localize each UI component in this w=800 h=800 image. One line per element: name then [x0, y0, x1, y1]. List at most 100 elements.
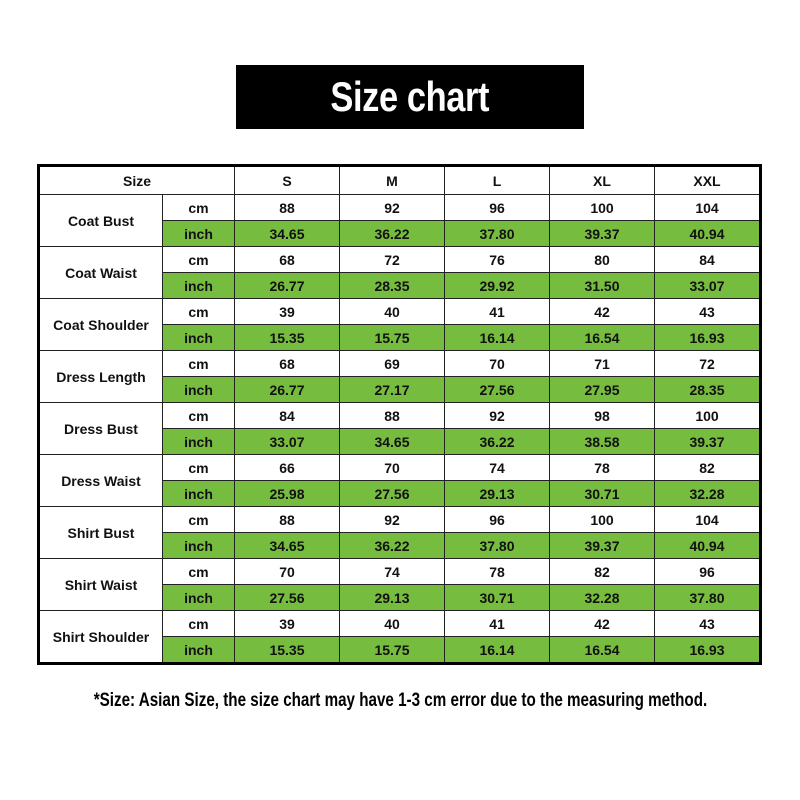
measurement-label: Dress Bust	[38, 402, 163, 455]
table-cell: 39.37	[549, 532, 655, 559]
table-cell: 38.58	[549, 428, 655, 455]
table-cell: 26.77	[234, 376, 340, 403]
measurement-label: Shirt Shoulder	[38, 610, 163, 664]
table-cell: 74	[444, 454, 550, 481]
table-cell: 27.17	[339, 376, 445, 403]
table-cell: 82	[549, 558, 655, 585]
table-cell: 27.56	[234, 584, 340, 611]
table-cell: 68	[234, 350, 340, 377]
unit-label: cm	[162, 558, 235, 585]
table-cell: 29.92	[444, 272, 550, 299]
table-cell: 33.07	[654, 272, 761, 299]
table-cell: 31.50	[549, 272, 655, 299]
table-cell: 37.80	[654, 584, 761, 611]
table-row-cm: Coat Waist cm 68 72 76 80 84	[38, 246, 761, 299]
table-row-cm: Dress Bust cm 84 88 92 98 100	[38, 402, 761, 455]
table-cell: 71	[549, 350, 655, 377]
table-cell: 84	[654, 246, 761, 273]
unit-label: inch	[162, 532, 235, 559]
table-cell: 30.71	[549, 480, 655, 507]
table-cell: 28.35	[654, 376, 761, 403]
table-cell: 98	[549, 402, 655, 429]
table-cell: 41	[444, 298, 550, 325]
unit-label: cm	[162, 194, 235, 221]
table-cell: 40	[339, 610, 445, 637]
table-cell: 92	[444, 402, 550, 429]
measurement-label: Dress Length	[38, 350, 163, 403]
table-cell: 40.94	[654, 220, 761, 247]
unit-label: inch	[162, 272, 235, 299]
table-cell: 39	[234, 298, 340, 325]
table-cell: 39.37	[549, 220, 655, 247]
table-row-inch: inch 15.35 15.75 16.14 16.54 16.93	[39, 636, 761, 664]
table-cell: 16.54	[549, 636, 655, 664]
table-cell: 104	[654, 194, 761, 221]
table-cell: 36.22	[444, 428, 550, 455]
table-cell: 16.14	[444, 636, 550, 664]
unit-label: cm	[162, 246, 235, 273]
table-cell: 82	[654, 454, 761, 481]
table-cell: 32.28	[549, 584, 655, 611]
table-cell: 33.07	[234, 428, 340, 455]
table-cell: 32.28	[654, 480, 761, 507]
table-cell: 36.22	[339, 220, 445, 247]
table-cell: 100	[654, 402, 761, 429]
table-cell: 70	[339, 454, 445, 481]
table-cell: 37.80	[444, 220, 550, 247]
table-cell: 70	[234, 558, 340, 585]
footnote-text: *Size: Asian Size, the size chart may ha…	[93, 690, 707, 711]
measurement-label: Coat Bust	[38, 194, 163, 247]
table-cell: 88	[234, 506, 340, 533]
footnote: *Size: Asian Size, the size chart may ha…	[0, 690, 800, 712]
table-cell: 88	[339, 402, 445, 429]
unit-label: cm	[162, 298, 235, 325]
table-cell: 42	[549, 610, 655, 637]
unit-label: inch	[162, 376, 235, 403]
table-cell: 15.35	[234, 636, 340, 664]
table-cell: 40.94	[654, 532, 761, 559]
measurement-label: Shirt Bust	[38, 506, 163, 559]
table-cell: 34.65	[234, 532, 340, 559]
unit-label: inch	[162, 324, 235, 351]
table-row-cm: Coat Shoulder cm 39 40 41 42 43	[38, 298, 761, 351]
table-cell: 27.56	[339, 480, 445, 507]
table-cell: 29.13	[444, 480, 550, 507]
table-cell: 100	[549, 194, 655, 221]
table-cell: 43	[654, 298, 761, 325]
measurement-label: Coat Shoulder	[38, 298, 163, 351]
table-row-inch: inch 33.07 34.65 36.22 38.58 39.37	[39, 428, 761, 455]
table-cell: 26.77	[234, 272, 340, 299]
table-cell: 42	[549, 298, 655, 325]
table-cell: 15.35	[234, 324, 340, 351]
table-cell: 34.65	[234, 220, 340, 247]
table-row-inch: inch 26.77 28.35 29.92 31.50 33.07	[39, 272, 761, 299]
table-cell: 78	[444, 558, 550, 585]
table-row-cm: Coat Bust cm 88 92 96 100 104	[38, 194, 761, 247]
table-row-cm: Shirt Bust cm 88 92 96 100 104	[38, 506, 761, 559]
title-text: Size chart	[330, 73, 490, 120]
table-row-cm: Shirt Waist cm 70 74 78 82 96	[38, 558, 761, 611]
unit-label: inch	[162, 480, 235, 507]
size-header: Size	[38, 165, 235, 195]
table-cell: 76	[444, 246, 550, 273]
table-cell: 15.75	[339, 636, 445, 664]
table-cell: 27.56	[444, 376, 550, 403]
table-row-inch: inch 15.35 15.75 16.14 16.54 16.93	[39, 324, 761, 351]
table-cell: 84	[234, 402, 340, 429]
unit-label: cm	[162, 350, 235, 377]
table-cell: 43	[654, 610, 761, 637]
table-cell: 100	[549, 506, 655, 533]
table-row-inch: inch 34.65 36.22 37.80 39.37 40.94	[39, 220, 761, 247]
table-cell: 96	[444, 506, 550, 533]
unit-label: cm	[162, 402, 235, 429]
table-row-cm: Dress Length cm 68 69 70 71 72	[38, 350, 761, 403]
measurement-label: Coat Waist	[38, 246, 163, 299]
table-cell: 96	[654, 558, 761, 585]
table-cell: 66	[234, 454, 340, 481]
table-cell: 72	[654, 350, 761, 377]
unit-label: inch	[162, 584, 235, 611]
table-cell: 28.35	[339, 272, 445, 299]
table-cell: 25.98	[234, 480, 340, 507]
unit-label: cm	[162, 454, 235, 481]
table-cell: 70	[444, 350, 550, 377]
